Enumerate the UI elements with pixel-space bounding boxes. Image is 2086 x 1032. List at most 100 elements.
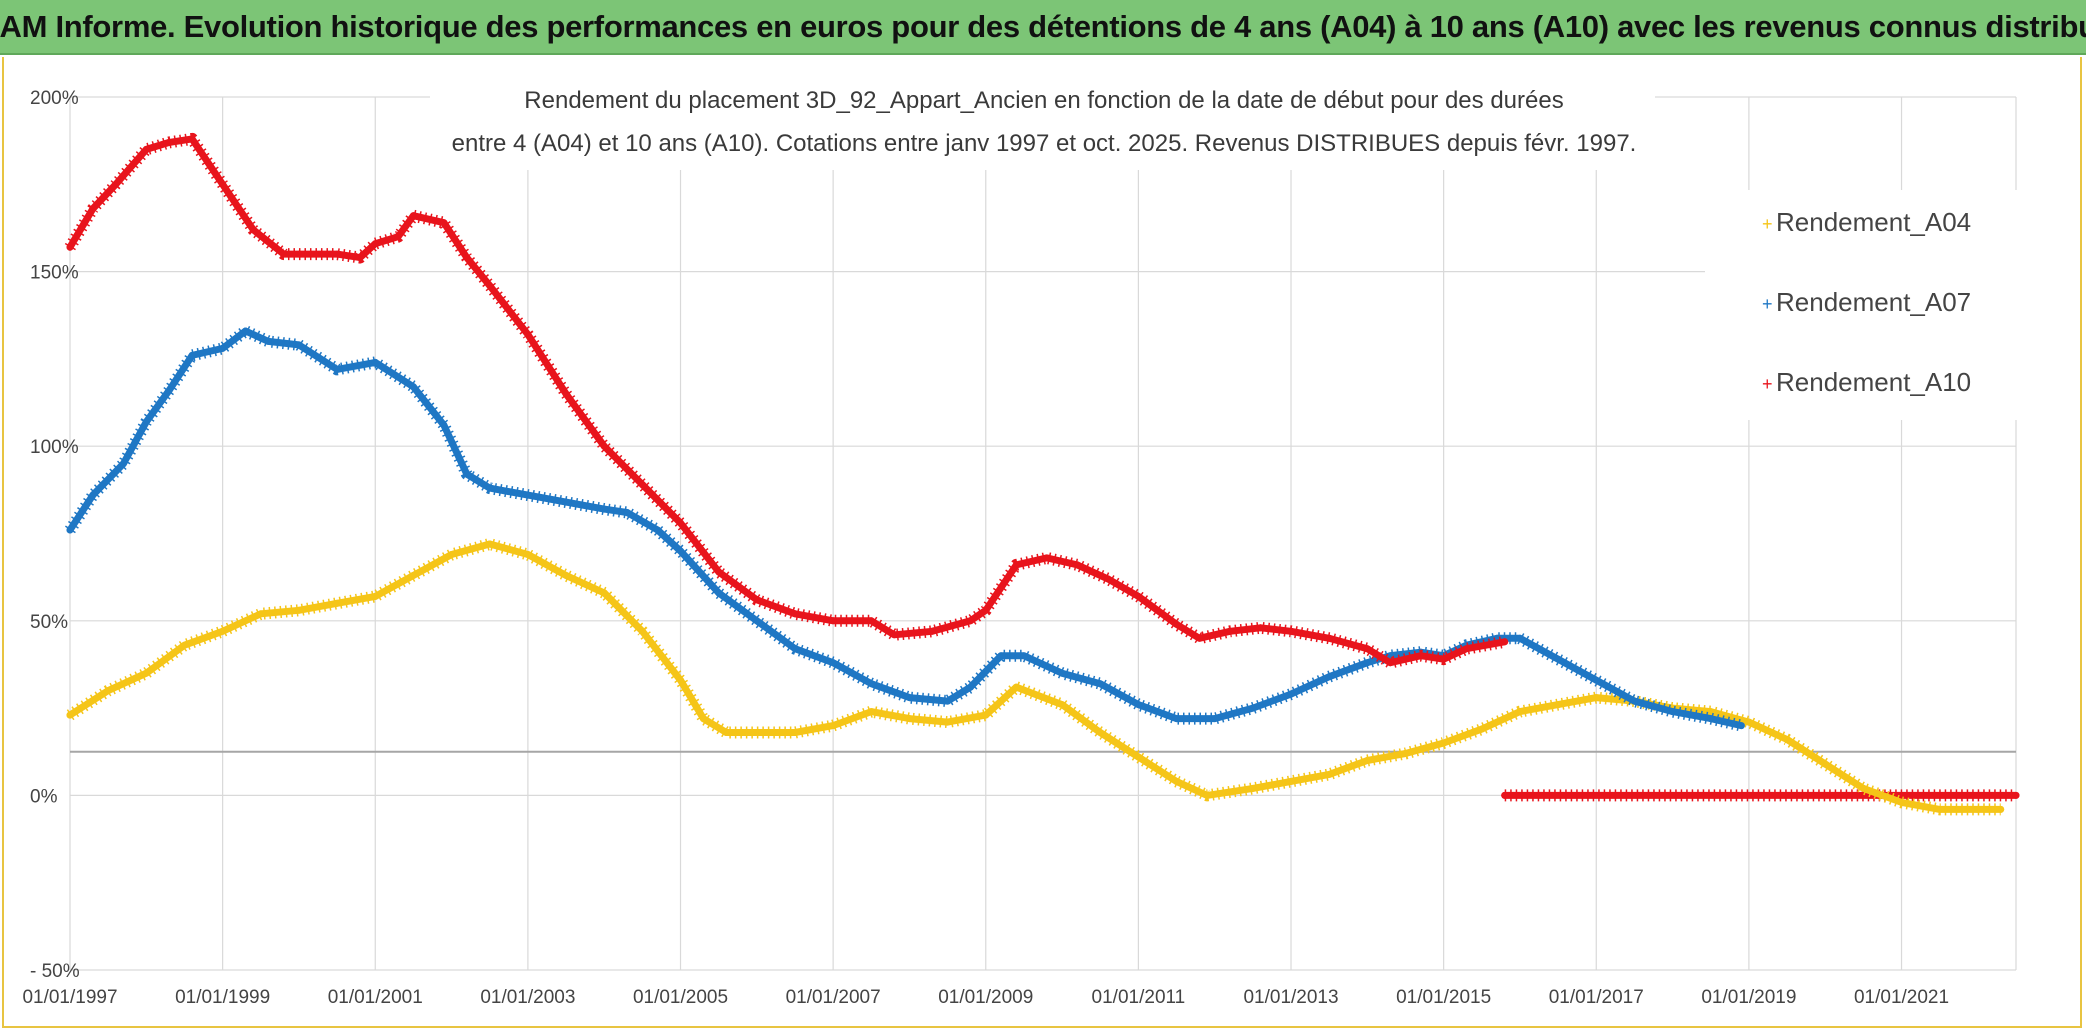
data-point — [638, 481, 646, 489]
data-point — [722, 729, 730, 736]
data-point — [1173, 715, 1180, 723]
y-tick-label: 0% — [30, 786, 58, 807]
legend-label-a04: Rendement_A04 — [1776, 207, 1971, 237]
data-point — [1134, 592, 1142, 600]
chart-title-background — [430, 70, 1655, 170]
data-point — [967, 617, 974, 625]
data-point — [654, 526, 662, 534]
data-point — [997, 652, 1005, 660]
y-tick-label: 150% — [30, 263, 79, 284]
data-point — [1012, 683, 1020, 691]
data-point — [791, 645, 799, 653]
data-point — [333, 599, 341, 607]
series-markers — [64, 132, 1506, 669]
data-point — [1440, 739, 1448, 747]
series-line — [66, 135, 1509, 667]
data-point — [463, 470, 471, 478]
data-point — [394, 233, 402, 241]
series-layer — [64, 132, 2020, 816]
data-point — [600, 442, 608, 450]
data-point — [1821, 760, 1829, 768]
series-markers — [66, 538, 2001, 816]
data-point — [1478, 725, 1486, 733]
x-tick-label: 01/01/2017 — [1549, 987, 1644, 1008]
data-point — [1226, 627, 1234, 635]
data-point — [967, 683, 974, 691]
data-point — [1501, 791, 1509, 799]
data-point — [1020, 652, 1028, 660]
data-point — [753, 729, 761, 736]
data-point — [1203, 791, 1211, 799]
data-point — [1554, 701, 1562, 709]
data-point — [1058, 669, 1066, 677]
y-tick-label: 50% — [30, 612, 68, 633]
data-point — [188, 135, 196, 143]
data-point — [1195, 634, 1203, 642]
data-point — [1325, 673, 1333, 681]
data-point — [1058, 701, 1066, 709]
data-point — [867, 617, 875, 625]
legend-label-a10: Rendement_A10 — [1776, 367, 1971, 397]
data-point — [867, 680, 875, 688]
data-point — [219, 180, 227, 188]
data-point — [829, 617, 837, 625]
data-point — [1249, 704, 1257, 712]
data-point — [906, 715, 913, 723]
data-point — [1402, 750, 1409, 757]
data-point — [333, 250, 341, 258]
y-tick-label: 100% — [30, 437, 79, 458]
data-point — [1859, 784, 1867, 792]
axis-layer: 200% 150% 100% 50% 0% - 50% 01/01/1997 01/01/19… — [22, 88, 1949, 1008]
data-point — [1936, 805, 1944, 813]
data-point — [562, 498, 570, 506]
data-point — [1974, 805, 1982, 813]
data-point — [1669, 708, 1677, 716]
series-markers — [64, 325, 1743, 732]
data-point — [1707, 715, 1715, 723]
data-point — [409, 383, 417, 391]
series-line — [66, 540, 2005, 813]
data-point — [1012, 561, 1020, 569]
data-point — [1211, 715, 1219, 723]
data-point — [66, 243, 74, 251]
data-point — [1363, 659, 1371, 667]
data-point — [1134, 701, 1142, 709]
data-point — [295, 606, 303, 614]
data-point — [1043, 554, 1051, 562]
x-tick-label: 01/01/2005 — [633, 987, 728, 1008]
data-point — [600, 505, 608, 513]
chart-title-line-2: entre 4 (A04) et 10 ans (A10). Cotations… — [452, 130, 1637, 157]
data-point — [142, 669, 150, 677]
data-point — [371, 358, 379, 366]
data-point — [1173, 777, 1180, 785]
data-point — [1516, 708, 1524, 716]
series-rendement_a04 — [66, 538, 2005, 816]
data-point — [867, 708, 875, 716]
x-tick-label: 01/01/2011 — [1092, 987, 1186, 1008]
x-tick-label: 01/01/2015 — [1396, 987, 1491, 1008]
data-point — [1257, 624, 1264, 632]
data-point — [677, 676, 684, 684]
data-point — [486, 484, 494, 492]
data-point — [142, 145, 150, 153]
data-point — [486, 282, 494, 290]
data-point — [791, 729, 799, 736]
data-point — [1516, 634, 1524, 642]
data-point — [1287, 777, 1295, 785]
data-point — [1363, 757, 1371, 764]
x-tick-label: 01/01/2021 — [1854, 987, 1949, 1008]
data-point — [119, 460, 127, 468]
data-point — [1386, 659, 1394, 667]
data-point — [1737, 722, 1745, 730]
x-tick-label: 01/01/2001 — [328, 987, 423, 1008]
data-point — [264, 337, 272, 345]
data-point — [1630, 697, 1638, 705]
data-point — [463, 254, 471, 262]
data-point — [409, 571, 417, 579]
data-point — [1096, 680, 1104, 688]
chart-frame — [2, 57, 2082, 1028]
data-point — [1592, 694, 1600, 702]
data-point — [944, 697, 952, 705]
data-point — [66, 711, 74, 719]
